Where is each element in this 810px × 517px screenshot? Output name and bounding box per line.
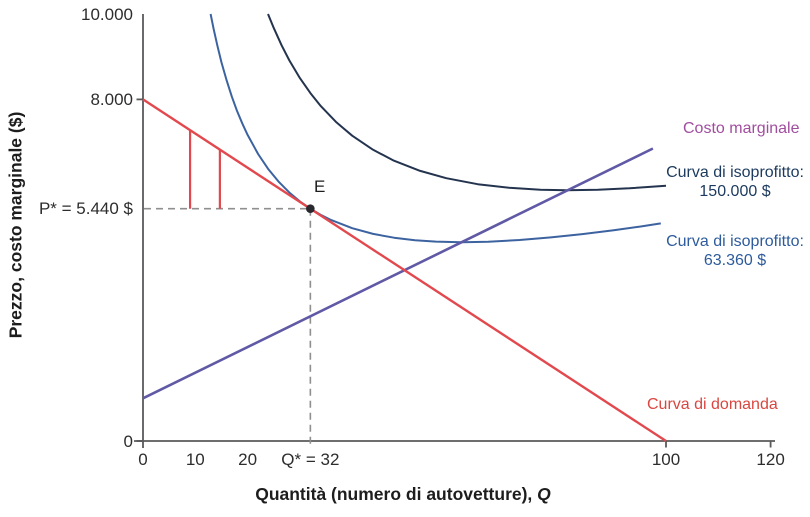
curve-marginal_cost (142, 147, 654, 400)
equilibrium-label: E (314, 177, 326, 196)
isoprofit-low-label-line2: 63.360 $ (703, 251, 767, 269)
x-tick-label: 0 (138, 450, 148, 469)
x-axis-title-variable: Q (537, 484, 551, 504)
equilibrium-dashed-guides (144, 207, 312, 448)
y-axis-title: Prezzo, costo marginale ($) (5, 111, 26, 339)
x-tick-label: Q* = 32 (281, 450, 340, 469)
isoprofit-low-label: Curva di isoprofitto: 63.360 $ (655, 233, 810, 270)
demand-curve-label: Curva di domanda (647, 396, 778, 413)
y-tick-label: P* = 5.440 $ (38, 199, 133, 219)
x-tick-label: 120 (756, 450, 785, 469)
y-tick-label: 0 (123, 431, 133, 451)
isoprofit-high-label-line1: Curva di isoprofitto: (666, 164, 804, 181)
axes (134, 14, 775, 448)
x-tick-label: 10 (185, 450, 205, 469)
isoprofit-high-label-line2: 150.000 $ (699, 182, 771, 200)
curve-demand (142, 98, 667, 443)
curve-isoprofit_high (267, 13, 667, 192)
isoprofit-low-label-line1: Curva di isoprofitto: (666, 233, 804, 250)
x-axis-title-text: Quantità (numero di autovetture), (255, 484, 538, 504)
marginal-cost-label: Costo marginale (683, 120, 800, 137)
y-tick-label: 10.000 (81, 4, 133, 24)
y-tick-label: 8.000 (90, 89, 133, 109)
equilibrium-point (306, 204, 315, 214)
isoprofit-high-label: Curva di isoprofitto: 150.000 $ (655, 164, 810, 201)
x-tick-label: 100 (651, 450, 681, 469)
x-tick-label: 20 (238, 450, 258, 469)
x-axis-title: Quantità (numero di autovetture), Q (103, 484, 703, 505)
